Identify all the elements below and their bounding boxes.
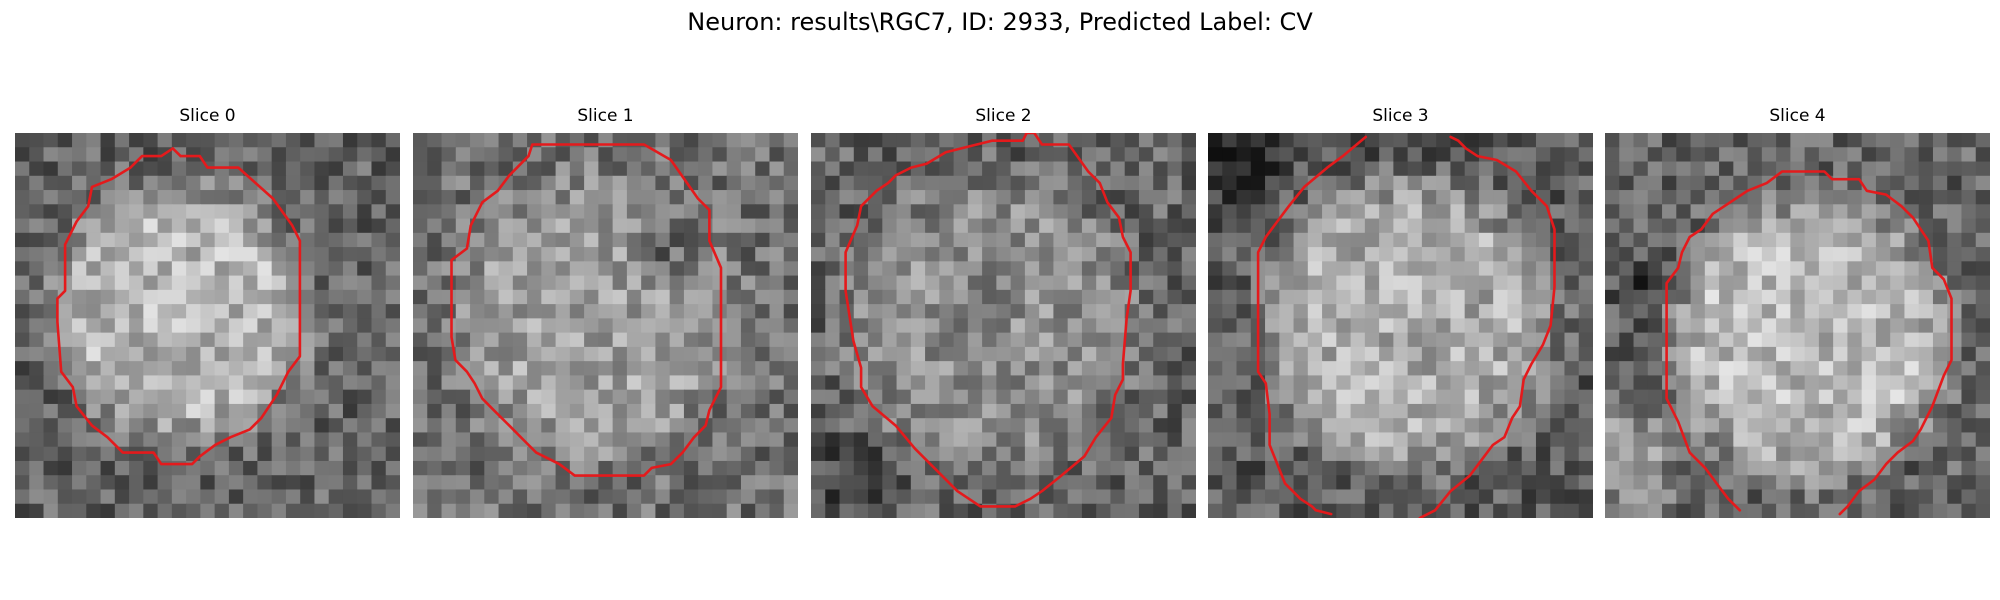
cell-outline <box>1418 135 1556 518</box>
cell-outline <box>844 133 1132 508</box>
slice-image <box>413 133 798 518</box>
slice-image <box>811 133 1196 518</box>
slice-image <box>1605 133 1990 518</box>
cell-outline <box>1665 170 1953 516</box>
slice-title: Slice 1 <box>577 106 634 126</box>
slice-title: Slice 0 <box>179 106 236 126</box>
slice-title: Slice 2 <box>975 106 1032 126</box>
slice-title: Slice 3 <box>1372 106 1429 126</box>
cell-outline <box>1256 135 1368 516</box>
slice-image <box>1208 133 1593 518</box>
figure-title: Neuron: results\RGC7, ID: 2933, Predicte… <box>687 8 1313 36</box>
cell-outline <box>56 147 302 466</box>
cell-outline <box>450 143 723 477</box>
slice-image <box>15 133 400 518</box>
slice-title: Slice 4 <box>1769 106 1826 126</box>
